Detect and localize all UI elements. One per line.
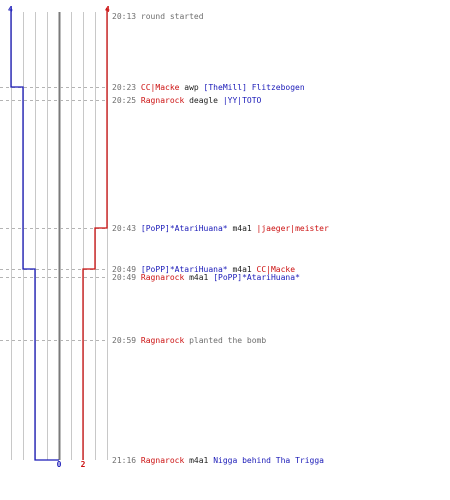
score-labels: 4 4 0 2	[8, 5, 110, 469]
team-a-start-count: 4	[8, 5, 13, 14]
event-row: 20:43 [PoPP]*AtariHuana* m4a1 |jaeger|me…	[112, 224, 329, 233]
event-text: Ragnarock	[141, 96, 185, 105]
event-text: deagle	[184, 96, 223, 105]
event-time: 20:23	[112, 83, 136, 92]
event-text: Ragnarock	[141, 273, 185, 282]
event-time: 21:16	[112, 456, 136, 465]
score-grid	[11, 12, 108, 460]
event-text: Ragnarock	[141, 336, 185, 345]
event-text: CC|Macke	[257, 265, 296, 274]
event-time: 20:25	[112, 96, 136, 105]
event-row: 20:49 [PoPP]*AtariHuana* m4a1 CC|Macke	[112, 265, 295, 274]
event-text: planted the bomb	[184, 336, 266, 345]
event-row: 20:59 Ragnarock planted the bomb	[112, 336, 266, 345]
event-row: 20:23 CC|Macke awp [TheMill] Flitzebogen	[112, 83, 305, 92]
event-time: 20:43	[112, 224, 136, 233]
event-row: 20:25 Ragnarock deagle |YY|TOTO	[112, 96, 262, 105]
event-text: [PoPP]*AtariHuana*	[213, 273, 300, 282]
event-text: [TheMill] Flitzebogen	[204, 83, 305, 92]
team-b-start-count: 4	[105, 5, 110, 14]
team-a-end-count: 0	[57, 460, 62, 469]
event-row: 20:13 round started	[112, 12, 204, 21]
event-text: [PoPP]*AtariHuana*	[141, 265, 228, 274]
event-text: m4a1	[228, 265, 257, 274]
event-time: 20:59	[112, 336, 136, 345]
team-b-score-line	[82, 8, 108, 460]
event-time: 20:13	[112, 12, 136, 21]
event-text: m4a1	[228, 224, 257, 233]
event-text: |YY|TOTO	[223, 96, 262, 105]
event-text: round started	[141, 12, 204, 21]
event-text: m4a1	[184, 273, 213, 282]
event-time: 20:49	[112, 273, 136, 282]
score-lines	[10, 8, 108, 461]
event-time: 20:49	[112, 265, 136, 274]
event-text: Nigga behind Tha Trigga	[213, 456, 324, 465]
event-row: 21:16 Ragnarock m4a1 Nigga behind Tha Tr…	[112, 456, 324, 465]
event-text: awp	[179, 83, 203, 92]
event-row: 20:49 Ragnarock m4a1 [PoPP]*AtariHuana*	[112, 273, 300, 282]
event-text: [PoPP]*AtariHuana*	[141, 224, 228, 233]
team-a-score-line	[10, 8, 59, 461]
event-text: |jaeger|meister	[257, 224, 329, 233]
event-log: 20:13 round started 20:23 CC|Macke awp [T…	[112, 12, 329, 465]
event-text: m4a1	[184, 456, 213, 465]
event-guides	[0, 87, 108, 341]
event-text: CC|Macke	[141, 83, 180, 92]
event-text: Ragnarock	[141, 456, 185, 465]
team-b-end-count: 2	[81, 460, 86, 469]
